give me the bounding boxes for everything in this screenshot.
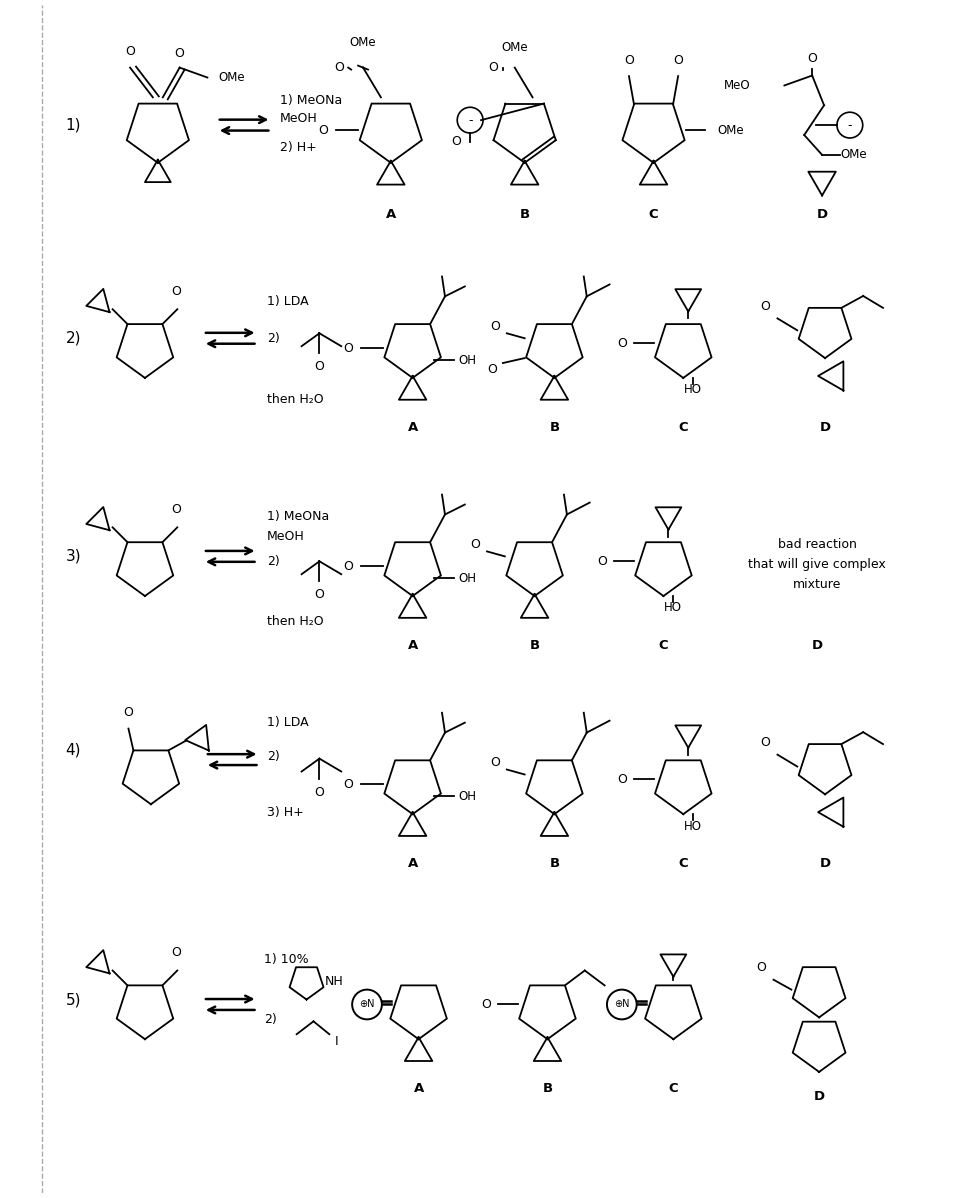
Text: O: O [174,47,184,60]
Text: O: O [487,61,497,74]
Text: 1): 1) [66,117,81,133]
Text: B: B [519,207,529,220]
Text: O: O [343,341,353,355]
Text: D: D [819,420,829,434]
Text: 3): 3) [66,549,81,564]
Text: 2): 2) [66,331,81,346]
Text: O: O [486,363,496,376]
Text: O: O [172,503,181,516]
Text: O: O [125,46,135,59]
Text: MeO: MeO [723,79,750,92]
Text: O: O [616,337,626,350]
Text: D: D [819,858,829,870]
Text: C: C [658,639,668,652]
Text: OMe: OMe [717,123,743,137]
Text: HO: HO [683,819,702,833]
Text: O: O [756,961,766,974]
Text: 1) MeONa: 1) MeONa [266,510,328,524]
Text: A: A [407,858,418,870]
Text: O: O [172,285,181,298]
Text: then H₂O: then H₂O [266,393,324,406]
Text: A: A [386,207,395,220]
Text: A: A [413,1082,423,1095]
Text: 2): 2) [266,332,279,345]
Text: B: B [548,858,559,870]
Text: OH: OH [457,353,476,367]
Text: D: D [813,1090,824,1103]
Text: O: O [489,756,499,769]
Text: O: O [172,946,181,960]
Text: -: - [467,114,472,127]
Text: 2): 2) [264,1012,276,1025]
Text: O: O [314,359,324,373]
Text: O: O [481,998,490,1011]
Text: C: C [677,858,687,870]
Text: B: B [542,1082,552,1095]
Text: OMe: OMe [501,41,527,54]
Text: 2): 2) [266,750,279,763]
Text: -: - [847,119,851,132]
Text: that will give complex: that will give complex [747,558,885,570]
Text: D: D [811,639,822,652]
Text: O: O [597,555,607,568]
Text: 1) LDA: 1) LDA [266,295,308,308]
Text: OMe: OMe [218,71,244,84]
Text: O: O [343,559,353,573]
Text: O: O [672,54,682,67]
Text: O: O [123,707,134,719]
Text: I: I [334,1035,338,1048]
Text: OMe: OMe [350,36,376,49]
Text: 1) MeONa: 1) MeONa [279,93,342,107]
Text: O: O [314,587,324,600]
Text: HO: HO [683,383,702,397]
Text: O: O [451,135,460,149]
Text: C: C [677,420,687,434]
Text: ⊕N: ⊕N [613,999,629,1010]
Text: 5): 5) [66,992,81,1008]
Text: 2) H+: 2) H+ [279,141,316,155]
Text: then H₂O: then H₂O [266,616,324,628]
Text: OMe: OMe [839,149,866,162]
Text: 3) H+: 3) H+ [266,805,303,818]
Text: O: O [470,538,480,551]
Text: O: O [489,320,499,333]
Text: O: O [623,54,633,67]
Text: mixture: mixture [792,577,840,591]
Text: C: C [648,207,658,220]
Text: MeOH: MeOH [266,530,304,543]
Text: OH: OH [457,571,476,585]
Text: C: C [668,1082,677,1095]
Text: 1) 10%: 1) 10% [264,954,308,967]
Text: HO: HO [664,601,681,615]
Text: MeOH: MeOH [279,111,317,125]
Text: B: B [529,639,539,652]
Text: O: O [318,123,328,137]
Text: O: O [806,53,816,65]
Text: 1) LDA: 1) LDA [266,716,308,730]
Text: OH: OH [457,789,476,803]
Text: O: O [334,61,344,74]
Text: NH: NH [325,975,343,988]
Text: 4): 4) [66,743,81,757]
Text: bad reaction: bad reaction [777,538,856,551]
Text: O: O [616,773,626,786]
Text: D: D [816,207,827,220]
Text: A: A [407,420,418,434]
Text: B: B [548,420,559,434]
Text: O: O [314,786,324,799]
Text: A: A [407,639,418,652]
Text: 2): 2) [266,555,279,568]
Text: O: O [760,300,769,313]
Text: O: O [343,778,353,791]
Text: O: O [760,737,769,749]
Text: ⊕N: ⊕N [359,999,374,1010]
